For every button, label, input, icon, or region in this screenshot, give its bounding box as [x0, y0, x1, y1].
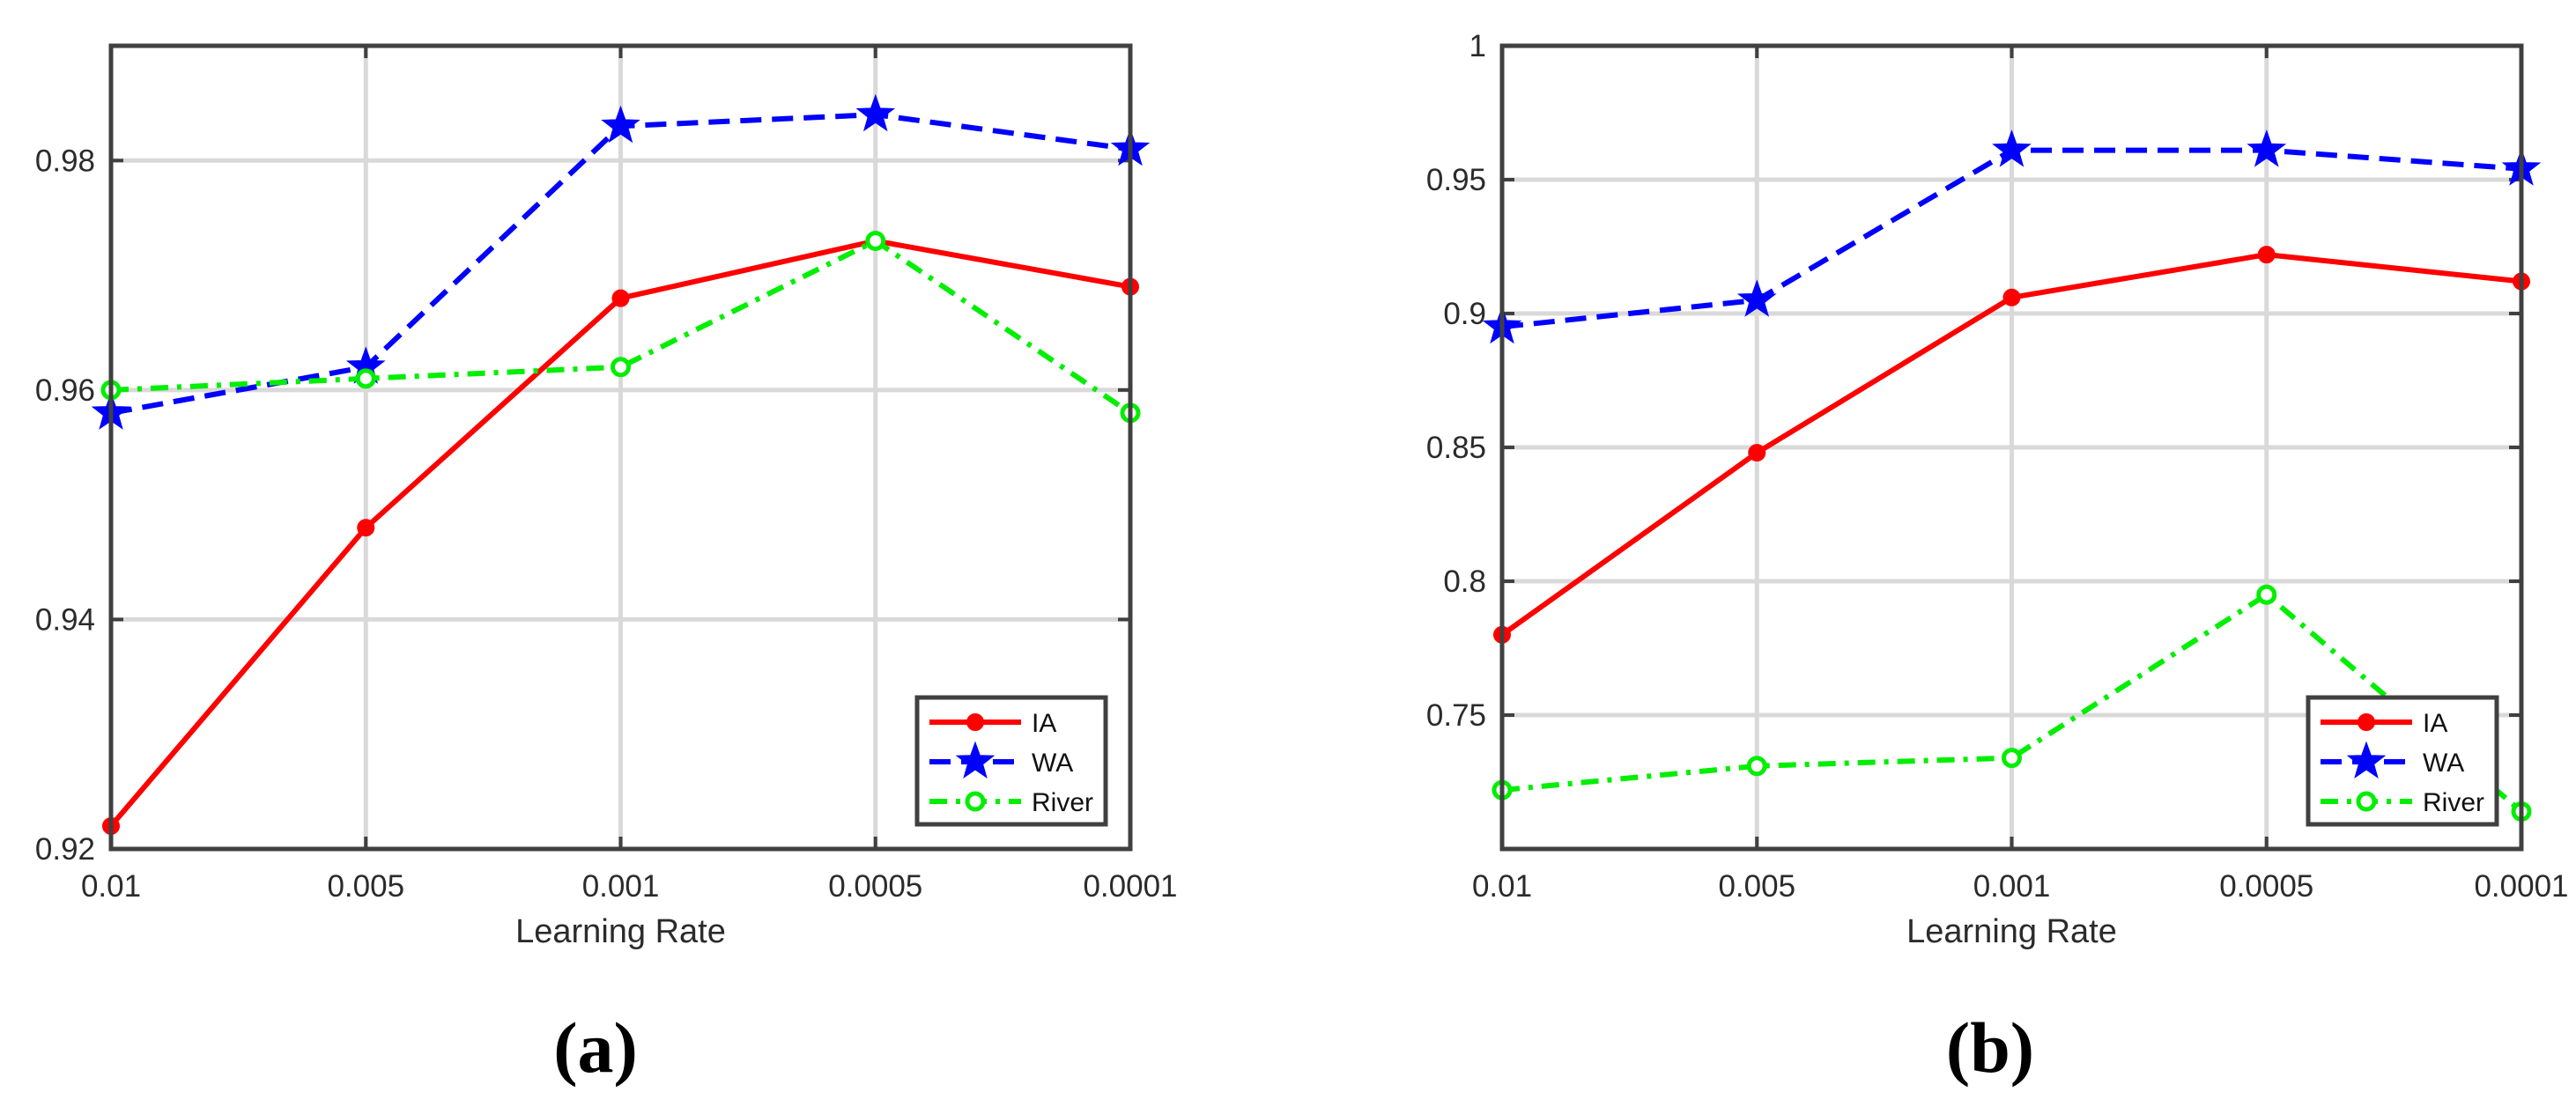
- x-tick-label: 0.01: [81, 869, 141, 904]
- x-tick-label: 0.01: [1472, 869, 1532, 904]
- legend-marker-ia: [966, 713, 984, 731]
- legend-marker-wa: [2346, 741, 2387, 779]
- data-point-ia: [2002, 288, 2021, 306]
- data-point-ia: [1748, 444, 1766, 462]
- legend-label-wa: WA: [1032, 749, 1073, 778]
- legend-label-river: River: [1032, 788, 1093, 817]
- series-ia: [1493, 246, 2530, 644]
- x-tick-label: 0.0001: [2474, 869, 2568, 904]
- y-tick-label: 0.95: [1426, 163, 1486, 197]
- data-point-wa: [1736, 279, 1777, 317]
- data-point-wa: [855, 93, 896, 132]
- panel-label-b: (b): [1946, 1007, 2034, 1088]
- x-tick-label: 0.005: [1718, 869, 1795, 904]
- data-point-ia: [611, 289, 630, 307]
- legend-marker-river: [2356, 791, 2377, 812]
- x-tick-label: 0.0005: [828, 869, 922, 904]
- x-tick-label: 0.005: [327, 869, 404, 904]
- y-tick-label: 0.96: [35, 373, 95, 408]
- y-tick-label: 1: [1469, 29, 1486, 63]
- data-point-river: [865, 230, 886, 251]
- legend-marker-ia: [2358, 713, 2375, 731]
- data-point-river: [2256, 584, 2277, 605]
- plot-frame: [108, 43, 1133, 852]
- y-tick-label: 0.8: [1443, 565, 1486, 599]
- plot-frame: [1499, 43, 2524, 852]
- y-tick-label: 0.75: [1426, 698, 1486, 733]
- data-point-river: [355, 368, 376, 389]
- series-ia: [102, 232, 1139, 835]
- data-point-river: [1746, 756, 1767, 777]
- legend-marker-river: [965, 791, 986, 812]
- series-line-river: [1501, 592, 2523, 814]
- data-point-ia: [2257, 246, 2276, 264]
- legend: IA WA River: [2306, 695, 2499, 827]
- legend: IA WA River: [914, 695, 1108, 827]
- legend-label-ia: IA: [1032, 709, 1056, 738]
- x-tick-label: 0.001: [582, 869, 660, 904]
- y-tick-label: 0.85: [1426, 431, 1486, 465]
- x-tick-label: 0.001: [1973, 869, 2051, 904]
- legend-marker-wa: [955, 741, 996, 779]
- x-axis-label: Learning Rate: [1906, 913, 2117, 950]
- series-line-river: [110, 238, 1132, 416]
- legend-label-river: River: [2423, 788, 2484, 817]
- data-point-wa: [601, 105, 640, 144]
- legend-label-ia: IA: [2423, 709, 2447, 738]
- legend-label-wa: WA: [2423, 749, 2464, 778]
- chart-panel-a: 0.01 0.005 0.001 0.0005 0.0001 0.92 0.94 0.96 0.…: [35, 43, 1178, 950]
- x-axis-label: Learning Rate: [515, 913, 726, 950]
- data-point-wa: [2247, 129, 2287, 167]
- data-point-river: [2002, 748, 2022, 769]
- y-tick-label: 0.92: [35, 832, 95, 867]
- data-point-ia: [357, 519, 375, 537]
- y-tick-label: 0.9: [1443, 297, 1486, 331]
- panel-label-a: (a): [553, 1007, 638, 1088]
- x-tick-label: 0.0001: [1083, 869, 1177, 904]
- data-point-river: [611, 357, 631, 378]
- y-tick-label: 0.98: [35, 144, 95, 178]
- x-tick-label: 0.0005: [2219, 869, 2313, 904]
- data-point-wa: [1992, 129, 2032, 167]
- chart-panel-b: 0.01 0.005 0.001 0.0005 0.0001 0.75 0.8 0.85 0.9…: [1426, 29, 2569, 950]
- y-tick-label: 0.94: [35, 602, 95, 637]
